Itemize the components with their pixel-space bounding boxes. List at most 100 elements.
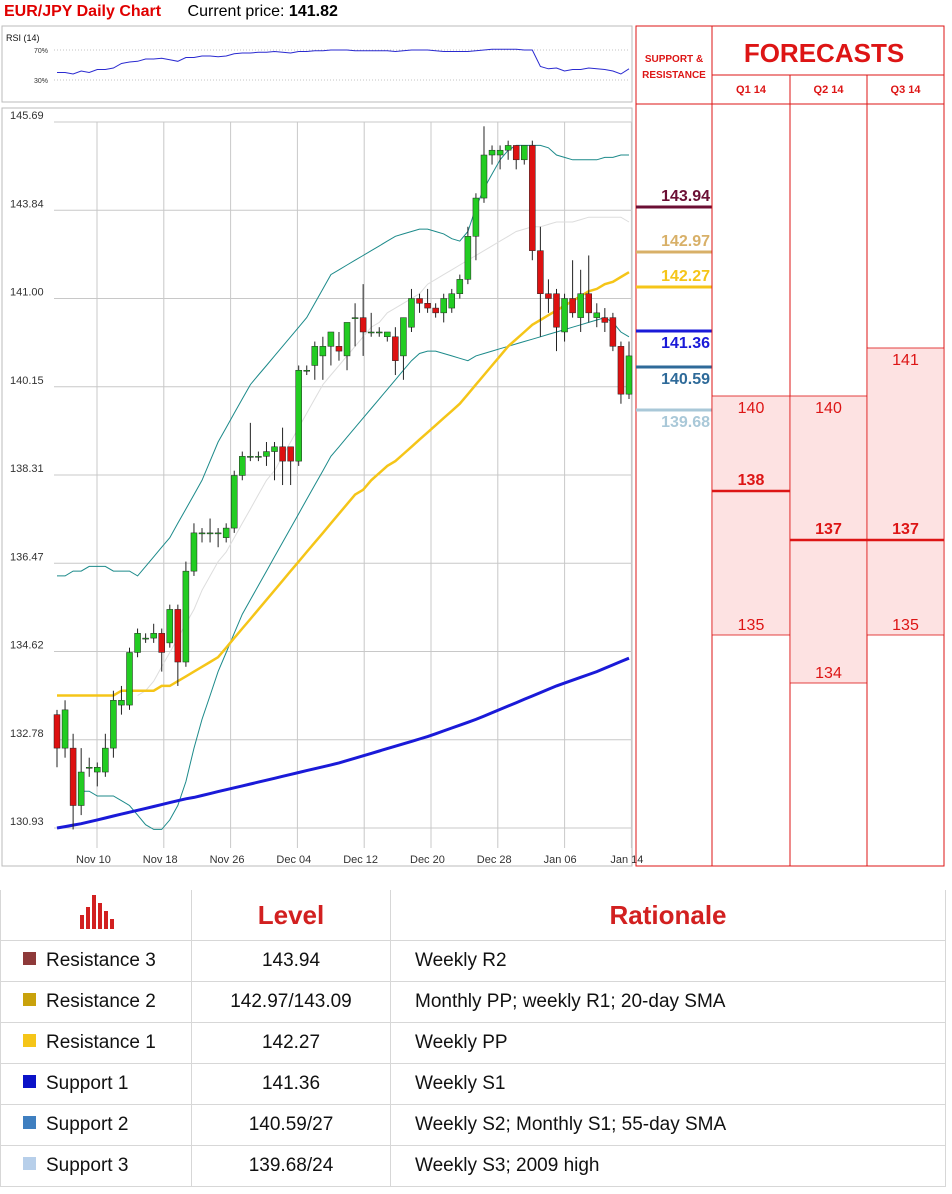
candle-body [158,633,165,653]
sr-level-value: 140.59 [661,371,710,388]
candle-body [577,293,584,318]
candle-body [496,149,504,156]
y-tick-label: 140.15 [10,375,44,387]
forecast-low-value: 135 [892,617,919,634]
rsi-label: RSI (14) [6,33,40,43]
candle-body [448,293,456,309]
candle-body [617,346,625,395]
support-resistance-frame [635,25,713,867]
x-tick-label: Nov 18 [143,854,178,866]
candle-body [166,609,174,644]
candle-body [601,317,609,323]
table-header-icon-cell [0,890,192,941]
candle-body [206,532,214,535]
rsi-frame [1,25,633,103]
candle-body [480,154,488,199]
row-label: Support 2 [46,1114,129,1135]
candle-body [553,293,560,328]
support-1-swatch [23,1075,36,1089]
forecasts-title: FORECASTS [744,38,904,68]
candle-body [585,293,592,314]
candle-body [464,236,472,280]
levels-table: Level Rationale Resistance 3 143.94 Week… [0,890,946,1187]
candle-body [102,747,109,773]
forecast-quarter-label: Q1 14 [736,84,767,96]
rsi-level-label: 30% [34,78,48,85]
forecast-mid-value: 137 [892,521,919,538]
candle-body [351,317,359,319]
levels-table-header: Level Rationale [0,890,946,941]
candle-body [182,570,190,663]
forecast-high-value: 140 [738,400,765,417]
candle-body [408,298,415,328]
row-label: Resistance 3 [46,950,156,971]
row-rationale: Weekly S3; 2009 high [390,1145,946,1187]
forecast-quarter-label: Q2 14 [814,84,845,96]
sr-level-value: 139.68 [661,414,710,431]
candle-body [287,446,294,462]
candle-body [247,456,254,458]
candle-body [118,700,125,706]
sr-level-value: 142.27 [661,268,710,285]
candle-body [424,303,431,309]
rsi-level-label: 70% [34,48,48,55]
row-label: Resistance 2 [46,991,156,1012]
y-tick-label: 145.69 [10,110,44,122]
table-row: Support 3 139.68/24 Weekly S3; 2009 high [0,1145,946,1187]
candle-body [472,197,480,237]
candle-body [271,446,278,452]
forecast-mid-value: 137 [815,521,842,538]
row-rationale: Weekly S1 [390,1063,946,1105]
sma20-line [137,216,630,696]
y-tick-label: 136.47 [10,551,44,563]
y-tick-label: 132.78 [10,728,44,740]
candle-body [569,298,576,314]
chart-header: EUR/JPY Daily Chart Current price: 141.8… [4,0,338,26]
candle-body [376,331,383,334]
candle-body [335,346,343,352]
candle-body [359,317,367,333]
candle-body [392,336,399,361]
forecast-quarter-label: Q3 14 [891,84,922,96]
x-tick-label: Dec 04 [276,854,311,866]
candle-body [512,145,520,161]
candle-body [53,714,61,749]
candle-body [85,767,93,769]
candle-body [94,767,101,773]
y-tick-label: 141.00 [10,287,44,299]
x-tick-label: Nov 26 [210,854,245,866]
sma55-line [57,271,630,697]
candle-body [545,293,552,299]
candle-body [134,633,141,653]
candle-body [230,475,238,529]
chart-title: EUR/JPY Daily Chart [4,3,162,20]
current-price-value: 141.82 [288,3,338,20]
row-level: 141.36 [191,1063,391,1105]
resistance-2-swatch [23,993,36,1007]
candle-body [311,346,319,366]
candle-body [609,317,617,347]
candle-body [198,532,206,535]
y-tick-label: 143.84 [10,198,44,210]
candle-body [303,369,310,372]
x-tick-label: Dec 28 [477,854,512,866]
candle-body [529,145,536,251]
table-row: Support 2 140.59/27 Weekly S2; Monthly S… [0,1104,946,1146]
candle-body [77,771,85,806]
forecast-high-value: 140 [815,400,842,417]
row-label: Resistance 1 [46,1032,156,1053]
candle-body [440,298,447,314]
candle-body [504,145,512,151]
candle-body [263,451,270,457]
candle-body [61,709,69,749]
forecast-high-value: 141 [892,352,919,369]
sma200-line [56,656,630,830]
candle-body [537,250,544,294]
candle-body [561,298,568,333]
table-row: Resistance 2 142.97/143.09 Monthly PP; w… [0,981,946,1023]
candle-body [456,279,464,294]
support-2-swatch [23,1116,36,1130]
bar-chart-icon [78,894,114,929]
x-tick-label: Jan 06 [544,854,577,866]
